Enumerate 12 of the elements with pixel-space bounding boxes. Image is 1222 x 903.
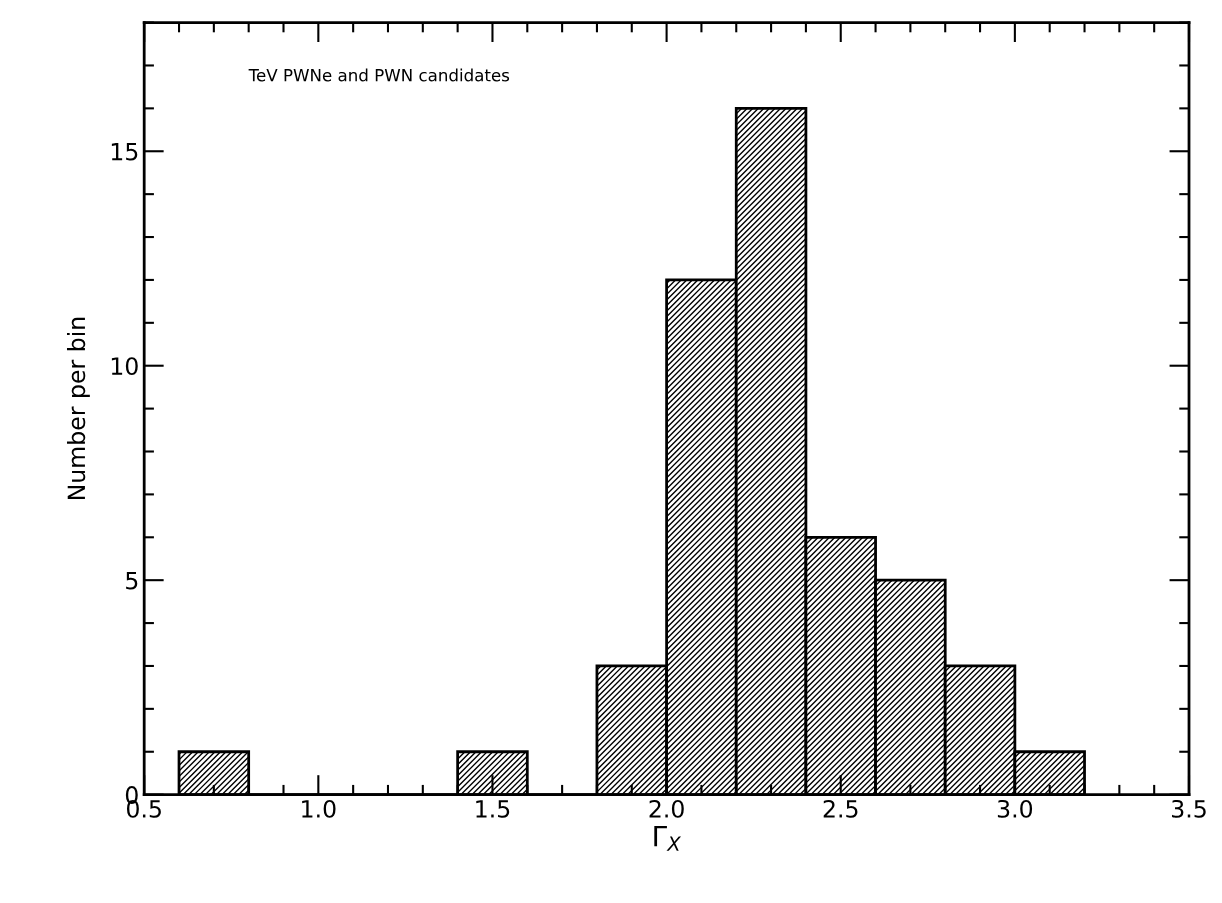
y-tick-label: 5 bbox=[126, 571, 138, 590]
annotation: TeV PWNe and PWN candidates bbox=[248, 68, 510, 82]
x-tick-label: 1.0 bbox=[302, 799, 336, 818]
x-tick-label: 2.5 bbox=[823, 799, 858, 818]
x-tick-label: 3.0 bbox=[997, 799, 1033, 818]
y-tick-label: 10 bbox=[111, 357, 138, 376]
x-tick-label: 3.5 bbox=[1172, 799, 1206, 818]
y-tick-label: 15 bbox=[111, 143, 138, 161]
x-tick-label: 2.0 bbox=[649, 799, 684, 818]
x-axis-title: Γ$_{X}$ bbox=[654, 825, 682, 851]
x-tick-label: 1.5 bbox=[476, 800, 510, 818]
y-axis-title: Number per bin bbox=[66, 317, 90, 500]
